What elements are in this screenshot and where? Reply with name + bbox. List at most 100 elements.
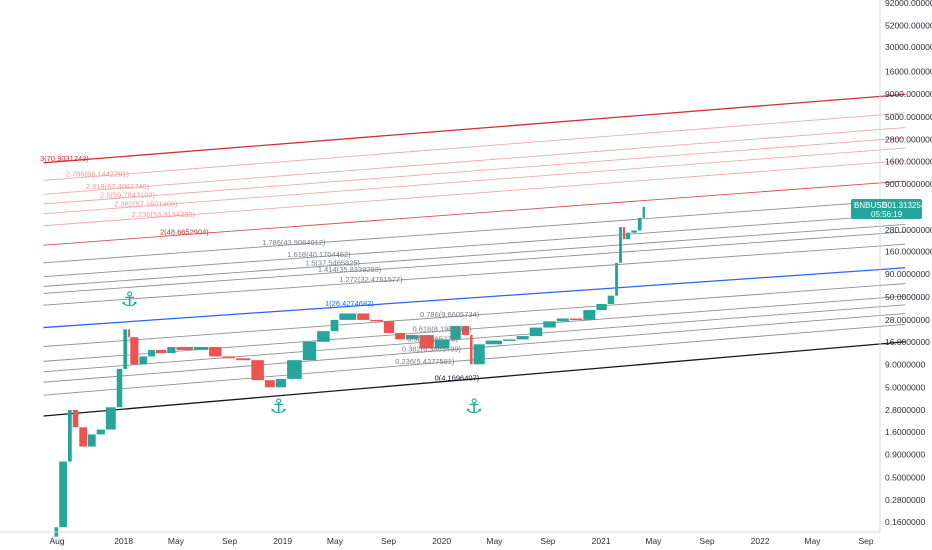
- y-tick-label[interactable]: 30000.0000000: [885, 42, 932, 52]
- price-series-layer: [54, 206, 646, 537]
- y-tick-label[interactable]: 1.6000000: [885, 427, 925, 437]
- y-tick-label[interactable]: 16000.0000000: [885, 66, 932, 76]
- y-tick-label[interactable]: 92000.0000000: [885, 0, 932, 8]
- fib-line: [43, 231, 906, 294]
- price-candle: [583, 310, 596, 320]
- price-badge-value: 501.3132543: [883, 201, 930, 210]
- y-tick-label[interactable]: 52000.0000000: [885, 20, 932, 30]
- price-candle: [419, 335, 434, 349]
- y-tick-label[interactable]: 5000.0000000: [885, 112, 932, 122]
- price-candle: [642, 206, 646, 218]
- price-candle: [148, 349, 155, 357]
- price-candle: [637, 217, 642, 231]
- price-candle: [251, 360, 264, 381]
- x-tick-label[interactable]: May: [486, 536, 503, 546]
- price-candle: [370, 319, 383, 322]
- x-tick-label[interactable]: Sep: [540, 536, 555, 546]
- anchor-2018-icon: ⚓: [120, 287, 138, 311]
- y-tick-label[interactable]: 0.9000000: [885, 449, 925, 459]
- x-axis[interactable]: Aug 2018 May Sep 2019 May Sep 2020 May Sep 2021 May…: [49, 536, 873, 546]
- price-candle: [67, 409, 72, 462]
- price-candle: [485, 340, 503, 345]
- y-tick-label[interactable]: 160.0000000: [885, 247, 932, 257]
- y-tick-label[interactable]: 16.0000000: [885, 337, 930, 347]
- x-tick-label[interactable]: May: [645, 536, 662, 546]
- y-tick-label[interactable]: 280.0000000: [885, 225, 932, 235]
- x-tick-label[interactable]: May: [168, 536, 185, 546]
- y-tick-label[interactable]: 2.8000000: [885, 405, 925, 415]
- price-candle: [302, 341, 317, 361]
- fib-label: 1.786(43.9064012): [262, 238, 326, 247]
- fib-label: 0(4.1696407): [435, 373, 480, 382]
- anchor-2020-icon: ⚓: [465, 394, 483, 418]
- fib-line: [43, 304, 906, 373]
- price-candle: [406, 335, 419, 340]
- fib-label: 1(26.4274682): [325, 299, 374, 308]
- price-candle: [236, 358, 251, 361]
- x-tick-label[interactable]: 2022: [751, 536, 770, 546]
- price-candle: [87, 434, 96, 447]
- price-candle: [450, 325, 461, 340]
- price-candle: [619, 227, 622, 263]
- price-candle: [96, 429, 105, 435]
- price-candle: [139, 356, 148, 365]
- price-candle: [503, 339, 516, 341]
- price-candle: [155, 349, 167, 354]
- price-candle: [596, 304, 607, 311]
- x-tick-label[interactable]: Aug: [49, 536, 64, 546]
- x-tick-label[interactable]: Sep: [381, 536, 396, 546]
- price-candle: [395, 333, 406, 340]
- price-candle: [529, 327, 543, 337]
- y-tick-label[interactable]: 0.1600000: [885, 517, 925, 527]
- x-tick-label[interactable]: 2019: [273, 536, 292, 546]
- y-tick-label[interactable]: 50.0000000: [885, 292, 930, 302]
- price-candle: [72, 409, 79, 428]
- price-candle: [607, 295, 615, 305]
- fib-line: [43, 283, 906, 347]
- y-tick-label[interactable]: 90.0000000: [885, 269, 930, 279]
- fib-label: 1.618(40.1704462): [287, 250, 351, 259]
- price-candle: [622, 227, 625, 240]
- fib-label: 2(48.6652904): [160, 228, 209, 237]
- fib-label: 2.618(62.4082740): [86, 182, 150, 191]
- price-candle: [461, 325, 470, 336]
- y-tick-label[interactable]: 5.0000000: [885, 382, 925, 392]
- y-tick-label[interactable]: 900.0000000: [885, 179, 932, 189]
- x-tick-label[interactable]: Sep: [699, 536, 714, 546]
- y-tick-label[interactable]: 0.5000000: [885, 472, 925, 482]
- x-tick-label[interactable]: Sep: [222, 536, 237, 546]
- fib-label: 0.786(9.6605734): [420, 310, 480, 319]
- price-candle: [330, 319, 339, 332]
- x-tick-label[interactable]: Sep: [858, 536, 873, 546]
- price-candle: [209, 347, 222, 357]
- fib-line: [43, 213, 906, 278]
- x-tick-label[interactable]: May: [804, 536, 821, 546]
- y-tick-label[interactable]: 2800.0000000: [885, 135, 932, 145]
- x-tick-label[interactable]: 2020: [432, 536, 451, 546]
- y-axis[interactable]: 92000.0000000 52000.0000000 30000.0000000 1…: [885, 0, 932, 527]
- y-tick-label[interactable]: 0.2800000: [885, 495, 925, 505]
- price-candle: [357, 313, 370, 320]
- trendline-layer: [43, 93, 906, 417]
- y-tick-label[interactable]: 28.0000000: [885, 315, 930, 325]
- x-tick-label[interactable]: 2021: [592, 536, 611, 546]
- price-candle: [625, 232, 631, 240]
- trendline-mid: [43, 267, 906, 329]
- price-candle: [516, 336, 529, 340]
- price-candle: [123, 329, 128, 369]
- x-tick-label[interactable]: May: [327, 536, 344, 546]
- y-tick-label[interactable]: 9000.0000000: [885, 89, 932, 99]
- x-tick-label[interactable]: 2018: [114, 536, 133, 546]
- price-candle: [264, 380, 275, 388]
- fib-label: 2.786(66.1442291): [66, 170, 130, 179]
- price-candle: [543, 321, 556, 328]
- anchor-2019-icon: ⚓: [269, 394, 287, 418]
- price-badge-countdown: 05:56:19: [871, 210, 903, 219]
- y-tick-label[interactable]: 1600.0000000: [885, 157, 932, 167]
- price-candle: [383, 321, 395, 334]
- fib-label: 0.236(5.4377581): [395, 357, 455, 366]
- y-tick-label[interactable]: 9.0000000: [885, 359, 925, 369]
- price-candle: [167, 347, 176, 354]
- price-candle: [317, 331, 330, 342]
